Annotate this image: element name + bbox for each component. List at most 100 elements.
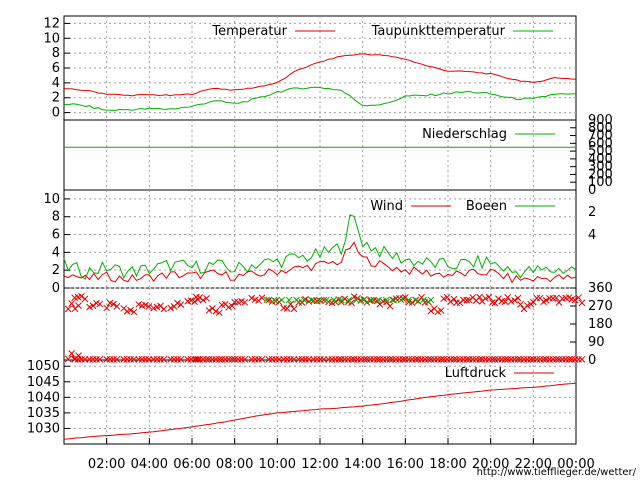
wind-direction-marker (412, 356, 419, 363)
wind-direction-marker (287, 356, 294, 363)
wind-direction-marker (533, 356, 541, 363)
wind-direction-marker (524, 356, 531, 363)
wind-direction-marker (228, 356, 236, 363)
series-line-temperatur (63, 53, 576, 97)
wind-direction-marker (553, 294, 560, 302)
wind-direction-marker (196, 294, 204, 301)
wind-direction-marker (345, 296, 353, 304)
y-tick-label-right: 500 (588, 144, 613, 159)
wind-direction-marker (421, 356, 429, 363)
x-tick-label: 14:00 (344, 457, 381, 472)
wind-direction-marker (330, 296, 338, 304)
wind-direction-marker (335, 356, 343, 363)
y-tick-label-right: 0 (588, 353, 596, 368)
wind-direction-marker (199, 296, 207, 304)
wind-direction-marker (562, 356, 570, 363)
series-line-taupunkttemperatur (63, 86, 576, 112)
wind-direction-marker (578, 356, 586, 363)
wind-direction-marker (440, 295, 448, 303)
wind-direction-marker (575, 294, 582, 301)
wind-direction-marker (325, 356, 332, 363)
wind-direction-marker (354, 356, 361, 363)
y-tick-label-right: 300 (588, 160, 613, 175)
wind-direction-marker (86, 356, 93, 363)
wind-direction-marker (427, 307, 435, 315)
wind-direction-marker (341, 356, 349, 363)
wind-direction-marker (167, 304, 175, 312)
wind-direction-marker (241, 356, 249, 363)
wind-direction-marker (177, 301, 185, 309)
wind-direction-marker (251, 356, 259, 363)
wind-direction-marker (212, 356, 220, 363)
wind-direction-marker (450, 295, 458, 303)
wind-direction-marker (68, 350, 76, 357)
wind-direction-marker (396, 356, 403, 363)
wind-direction-marker (89, 356, 97, 363)
wind-direction-marker (386, 356, 394, 363)
y-tick-label-right: 800 (588, 121, 613, 136)
wind-direction-marker (507, 356, 515, 363)
y-tick-label-right: 600 (588, 136, 613, 151)
wind-direction-marker (234, 356, 242, 363)
wind-direction-marker (68, 300, 76, 307)
wind-direction-marker (75, 302, 82, 310)
wind-direction-marker (437, 356, 445, 363)
x-tick-label: 16:00 (387, 457, 424, 472)
wind-direction-marker (64, 355, 72, 363)
wind-direction-marker (437, 307, 445, 314)
wind-direction-marker (571, 356, 579, 363)
y-tick-label: 6 (52, 61, 60, 76)
wind-direction-marker (248, 356, 256, 363)
y-tick-label-right: 700 (588, 129, 613, 144)
x-tick-label: 18:00 (429, 457, 466, 472)
wind-direction-marker (375, 296, 383, 304)
wind-direction-marker (491, 299, 499, 307)
wind-direction-marker (138, 356, 146, 363)
wind-direction-marker (106, 356, 114, 363)
series-line-wind (63, 241, 577, 284)
wind-direction-marker (194, 356, 202, 363)
wind-direction-marker (485, 293, 493, 301)
legend-label: Boeen (466, 199, 507, 214)
wind-direction-marker (524, 302, 531, 309)
y-tick-label-right: 90 (588, 335, 605, 350)
wind-direction-marker (315, 296, 323, 304)
wind-direction-marker (64, 305, 72, 313)
wind-direction-marker (489, 299, 496, 306)
wind-direction-marker (93, 356, 100, 363)
wind-direction-marker (302, 356, 309, 363)
wind-direction-marker (287, 300, 294, 308)
wind-direction-marker (89, 302, 97, 310)
wind-direction-marker (150, 356, 157, 363)
wind-direction-marker (295, 356, 303, 363)
wind-direction-marker (145, 303, 153, 310)
wind-direction-marker (209, 356, 216, 363)
wind-direction-marker (520, 356, 528, 363)
wind-direction-marker (565, 356, 573, 363)
series-line-luftdruck (63, 382, 577, 440)
legend-label: Temperatur (211, 24, 287, 39)
legend-label: Wind (370, 199, 403, 214)
wind-direction-marker (511, 297, 518, 304)
wind-direction-marker (456, 356, 464, 363)
y-tick-label-right: 100 (588, 175, 613, 190)
wind-direction-marker (360, 296, 368, 304)
wind-direction-marker (408, 299, 416, 307)
y-tick-label: 1035 (27, 406, 60, 421)
wind-direction-marker (96, 356, 104, 363)
wind-direction-marker (328, 356, 336, 363)
wind-direction-marker (514, 356, 522, 363)
wind-direction-marker (212, 307, 220, 315)
wind-direction-marker (302, 296, 309, 303)
wind-direction-marker (517, 300, 524, 308)
y-tick-label: 2 (52, 263, 60, 278)
wind-direction-marker (494, 356, 502, 363)
wind-direction-marker (187, 356, 195, 363)
wind-direction-marker (265, 296, 273, 304)
wind-direction-marker (160, 305, 168, 313)
wind-direction-marker (405, 296, 412, 304)
wind-direction-marker (283, 305, 291, 312)
y-tick-label: 1045 (27, 375, 60, 390)
wind-direction-marker (174, 299, 181, 307)
